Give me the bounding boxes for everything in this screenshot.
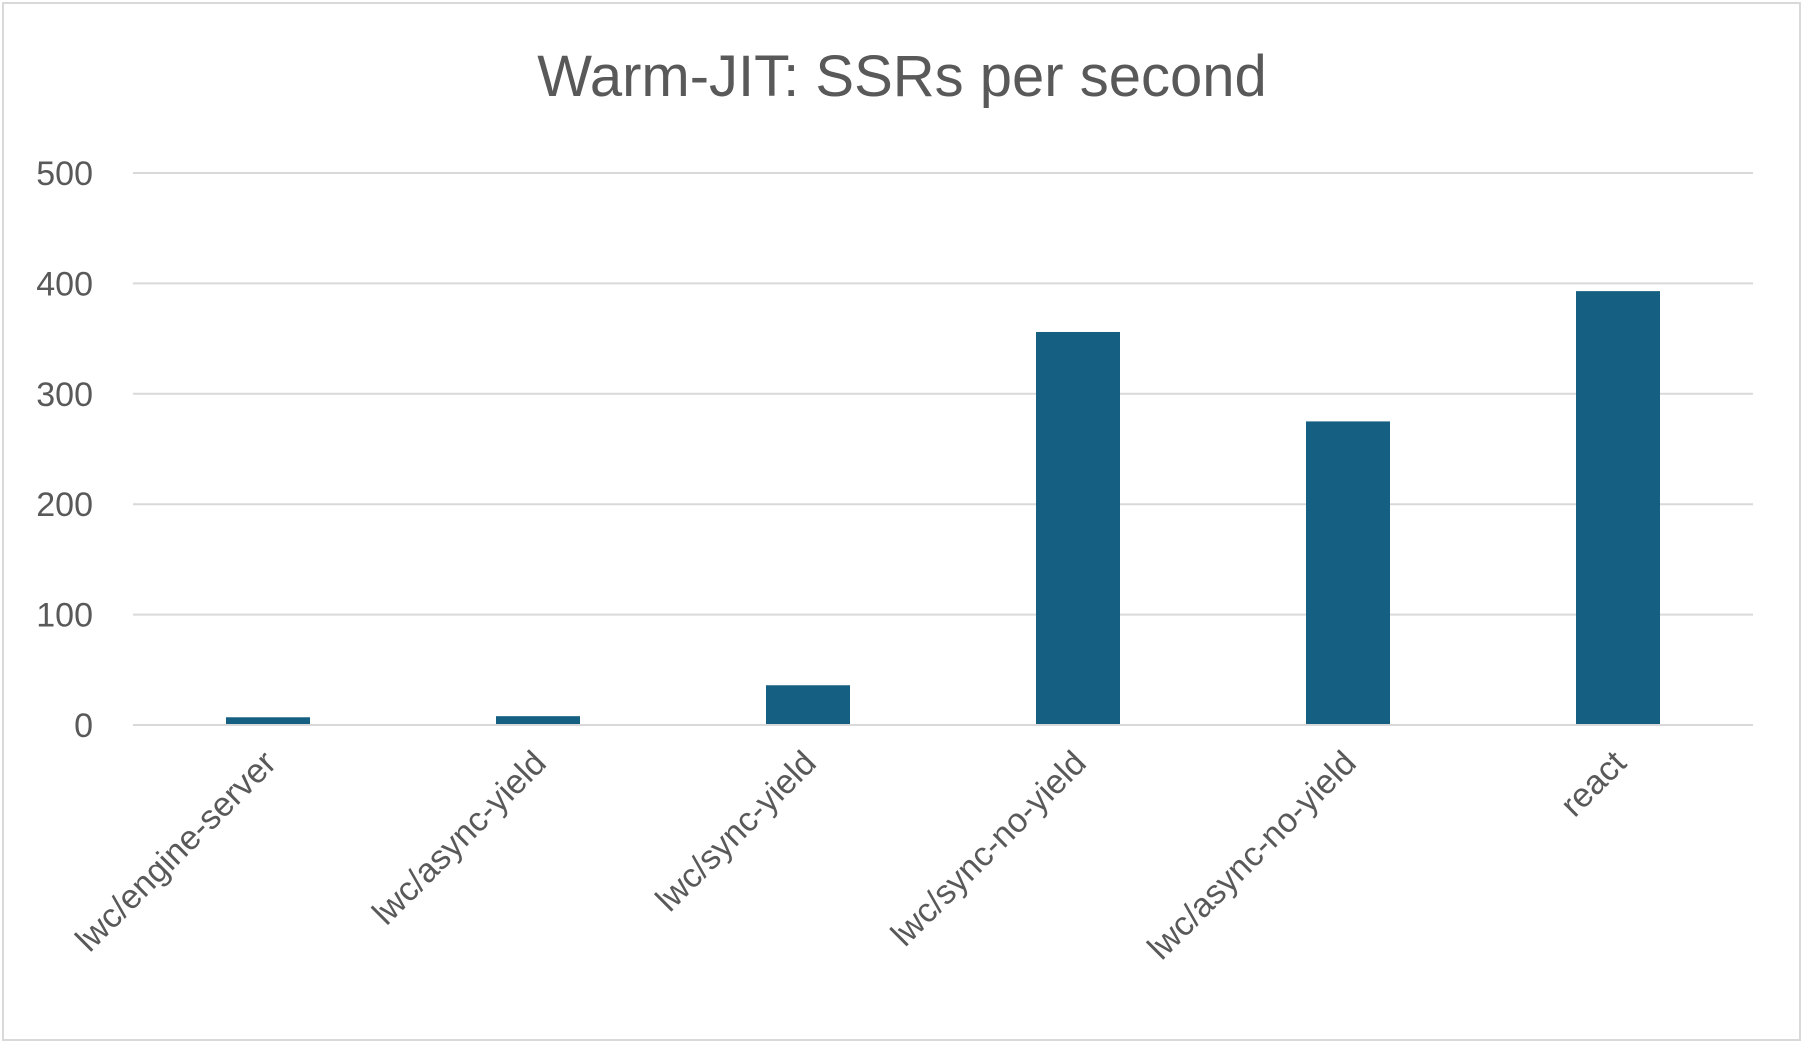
x-tick-label: lwc/async-no-yield — [1140, 744, 1363, 967]
bar-lwc-sync-no-yield — [1036, 331, 1120, 725]
y-tick-label: 500 — [36, 155, 93, 193]
y-tick-label: 300 — [36, 376, 93, 414]
x-tick-label: lwc/engine-server — [68, 744, 283, 959]
chart-title: Warm-JIT: SSRs per second — [537, 44, 1266, 109]
x-tick-label: lwc/sync-yield — [648, 744, 823, 919]
x-tick-label: react — [1553, 743, 1634, 824]
y-axis-ticks: 0 100 200 300 400 500 — [36, 155, 93, 745]
y-tick-label: 200 — [36, 486, 93, 524]
y-tick-label: 100 — [36, 597, 93, 635]
bar-lwc-async-no-yield — [1306, 421, 1390, 725]
x-axis-ticks: lwc/engine-server lwc/async-yield lwc/sync… — [68, 743, 1634, 967]
x-tick-label: lwc/sync-no-yield — [884, 744, 1094, 954]
gridlines — [133, 172, 1753, 616]
bars — [226, 291, 1660, 725]
bar-lwc-async-yield — [496, 716, 580, 725]
y-tick-label: 400 — [36, 265, 93, 303]
bar-lwc-sync-yield — [766, 685, 850, 725]
y-tick-label: 0 — [74, 707, 93, 745]
x-tick-label: lwc/async-yield — [365, 744, 554, 933]
bar-react — [1576, 291, 1660, 725]
bar-lwc-engine-server — [226, 717, 310, 725]
